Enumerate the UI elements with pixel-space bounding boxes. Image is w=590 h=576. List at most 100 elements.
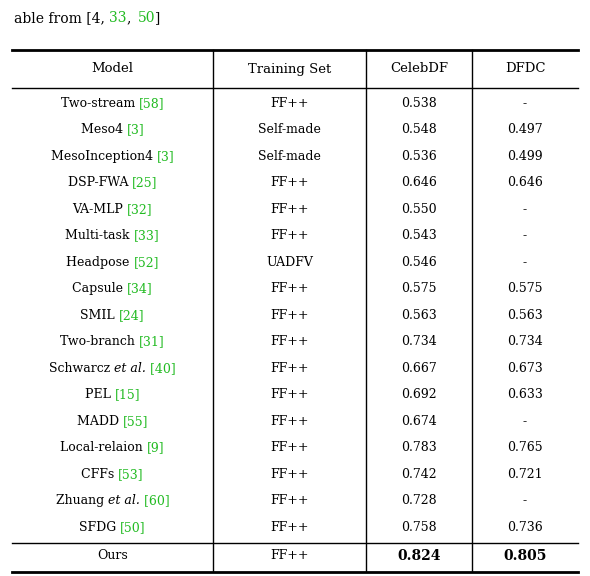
Text: Training Set: Training Set: [248, 63, 331, 75]
Text: Ours: Ours: [97, 550, 128, 562]
Text: Two-stream: Two-stream: [61, 97, 139, 110]
Text: 0.736: 0.736: [507, 521, 543, 534]
Text: [3]: [3]: [157, 150, 175, 163]
Text: Meso4: Meso4: [81, 123, 127, 137]
Text: [31]: [31]: [139, 335, 165, 348]
Text: [55]: [55]: [123, 415, 148, 428]
Text: [25]: [25]: [132, 176, 158, 190]
Text: Schwarcz: Schwarcz: [49, 362, 114, 375]
Text: CFFs: CFFs: [81, 468, 119, 481]
Text: 0.824: 0.824: [397, 549, 441, 563]
Text: 0.575: 0.575: [507, 282, 543, 295]
Text: Local-relaion: Local-relaion: [60, 441, 147, 454]
Text: 0.646: 0.646: [507, 176, 543, 190]
Text: PEL: PEL: [85, 388, 114, 401]
Text: 0.721: 0.721: [507, 468, 543, 481]
Text: [3]: [3]: [127, 123, 145, 137]
Text: 0.742: 0.742: [401, 468, 437, 481]
Text: 0.646: 0.646: [401, 176, 437, 190]
Text: [58]: [58]: [139, 97, 165, 110]
Text: -: -: [523, 494, 527, 507]
Text: Capsule: Capsule: [72, 282, 127, 295]
Text: 0.734: 0.734: [507, 335, 543, 348]
Text: FF++: FF++: [270, 415, 309, 428]
Text: -: -: [523, 203, 527, 216]
Text: 0.674: 0.674: [401, 415, 437, 428]
Text: 0.548: 0.548: [401, 123, 437, 137]
Text: DSP-FWA: DSP-FWA: [67, 176, 132, 190]
Text: 0.673: 0.673: [507, 362, 543, 375]
Text: 0.633: 0.633: [507, 388, 543, 401]
Text: Zhuang: Zhuang: [55, 494, 108, 507]
Text: FF++: FF++: [270, 176, 309, 190]
Text: Self-made: Self-made: [258, 150, 321, 163]
Text: et al.: et al.: [114, 362, 146, 375]
Text: -: -: [523, 256, 527, 269]
Text: 50: 50: [137, 11, 155, 25]
Text: FF++: FF++: [270, 550, 309, 562]
Text: [60]: [60]: [140, 494, 169, 507]
Text: FF++: FF++: [270, 494, 309, 507]
Text: -: -: [523, 97, 527, 110]
Text: 0.550: 0.550: [401, 203, 437, 216]
Text: -: -: [523, 415, 527, 428]
Text: Two-branch: Two-branch: [60, 335, 139, 348]
Text: 0.563: 0.563: [401, 309, 437, 322]
Text: 0.543: 0.543: [401, 229, 437, 242]
Text: FF++: FF++: [270, 309, 309, 322]
Text: [9]: [9]: [147, 441, 165, 454]
Text: [33]: [33]: [134, 229, 160, 242]
Text: 0.575: 0.575: [401, 282, 437, 295]
Text: 0.728: 0.728: [401, 494, 437, 507]
Text: FF++: FF++: [270, 362, 309, 375]
Text: [40]: [40]: [146, 362, 176, 375]
Text: 0.692: 0.692: [401, 388, 437, 401]
Text: SFDG: SFDG: [79, 521, 120, 534]
Text: FF++: FF++: [270, 97, 309, 110]
Text: DFDC: DFDC: [505, 63, 545, 75]
Text: 0.497: 0.497: [507, 123, 543, 137]
Text: Multi-task: Multi-task: [65, 229, 134, 242]
Text: 0.667: 0.667: [401, 362, 437, 375]
Text: FF++: FF++: [270, 521, 309, 534]
Text: SMIL: SMIL: [80, 309, 119, 322]
Text: FF++: FF++: [270, 229, 309, 242]
Text: 0.546: 0.546: [401, 256, 437, 269]
Text: ,: ,: [127, 11, 136, 25]
Text: FF++: FF++: [270, 388, 309, 401]
Text: MADD: MADD: [77, 415, 123, 428]
Text: 0.499: 0.499: [507, 150, 543, 163]
Text: [15]: [15]: [114, 388, 140, 401]
Text: Model: Model: [91, 63, 133, 75]
Text: [52]: [52]: [133, 256, 159, 269]
Text: CelebDF: CelebDF: [390, 63, 448, 75]
Text: FF++: FF++: [270, 441, 309, 454]
Text: [53]: [53]: [119, 468, 144, 481]
Text: FF++: FF++: [270, 335, 309, 348]
Text: [34]: [34]: [127, 282, 153, 295]
Text: [32]: [32]: [127, 203, 153, 216]
Text: 0.805: 0.805: [503, 549, 547, 563]
Text: Self-made: Self-made: [258, 123, 321, 137]
Text: 0.538: 0.538: [401, 97, 437, 110]
Text: [24]: [24]: [119, 309, 145, 322]
Text: 0.758: 0.758: [401, 521, 437, 534]
Text: 0.536: 0.536: [401, 150, 437, 163]
Text: FF++: FF++: [270, 203, 309, 216]
Text: 0.734: 0.734: [401, 335, 437, 348]
Text: 0.765: 0.765: [507, 441, 543, 454]
Text: [50]: [50]: [120, 521, 146, 534]
Text: VA-MLP: VA-MLP: [72, 203, 127, 216]
Text: UADFV: UADFV: [266, 256, 313, 269]
Text: MesoInception4: MesoInception4: [51, 150, 157, 163]
Text: 33: 33: [109, 11, 127, 25]
Text: 0.783: 0.783: [401, 441, 437, 454]
Text: able from [4,: able from [4,: [14, 11, 109, 25]
Text: -: -: [523, 229, 527, 242]
Text: Headpose: Headpose: [66, 256, 133, 269]
Text: 0.563: 0.563: [507, 309, 543, 322]
Text: FF++: FF++: [270, 468, 309, 481]
Text: FF++: FF++: [270, 282, 309, 295]
Text: et al.: et al.: [108, 494, 140, 507]
Text: ]: ]: [155, 11, 160, 25]
